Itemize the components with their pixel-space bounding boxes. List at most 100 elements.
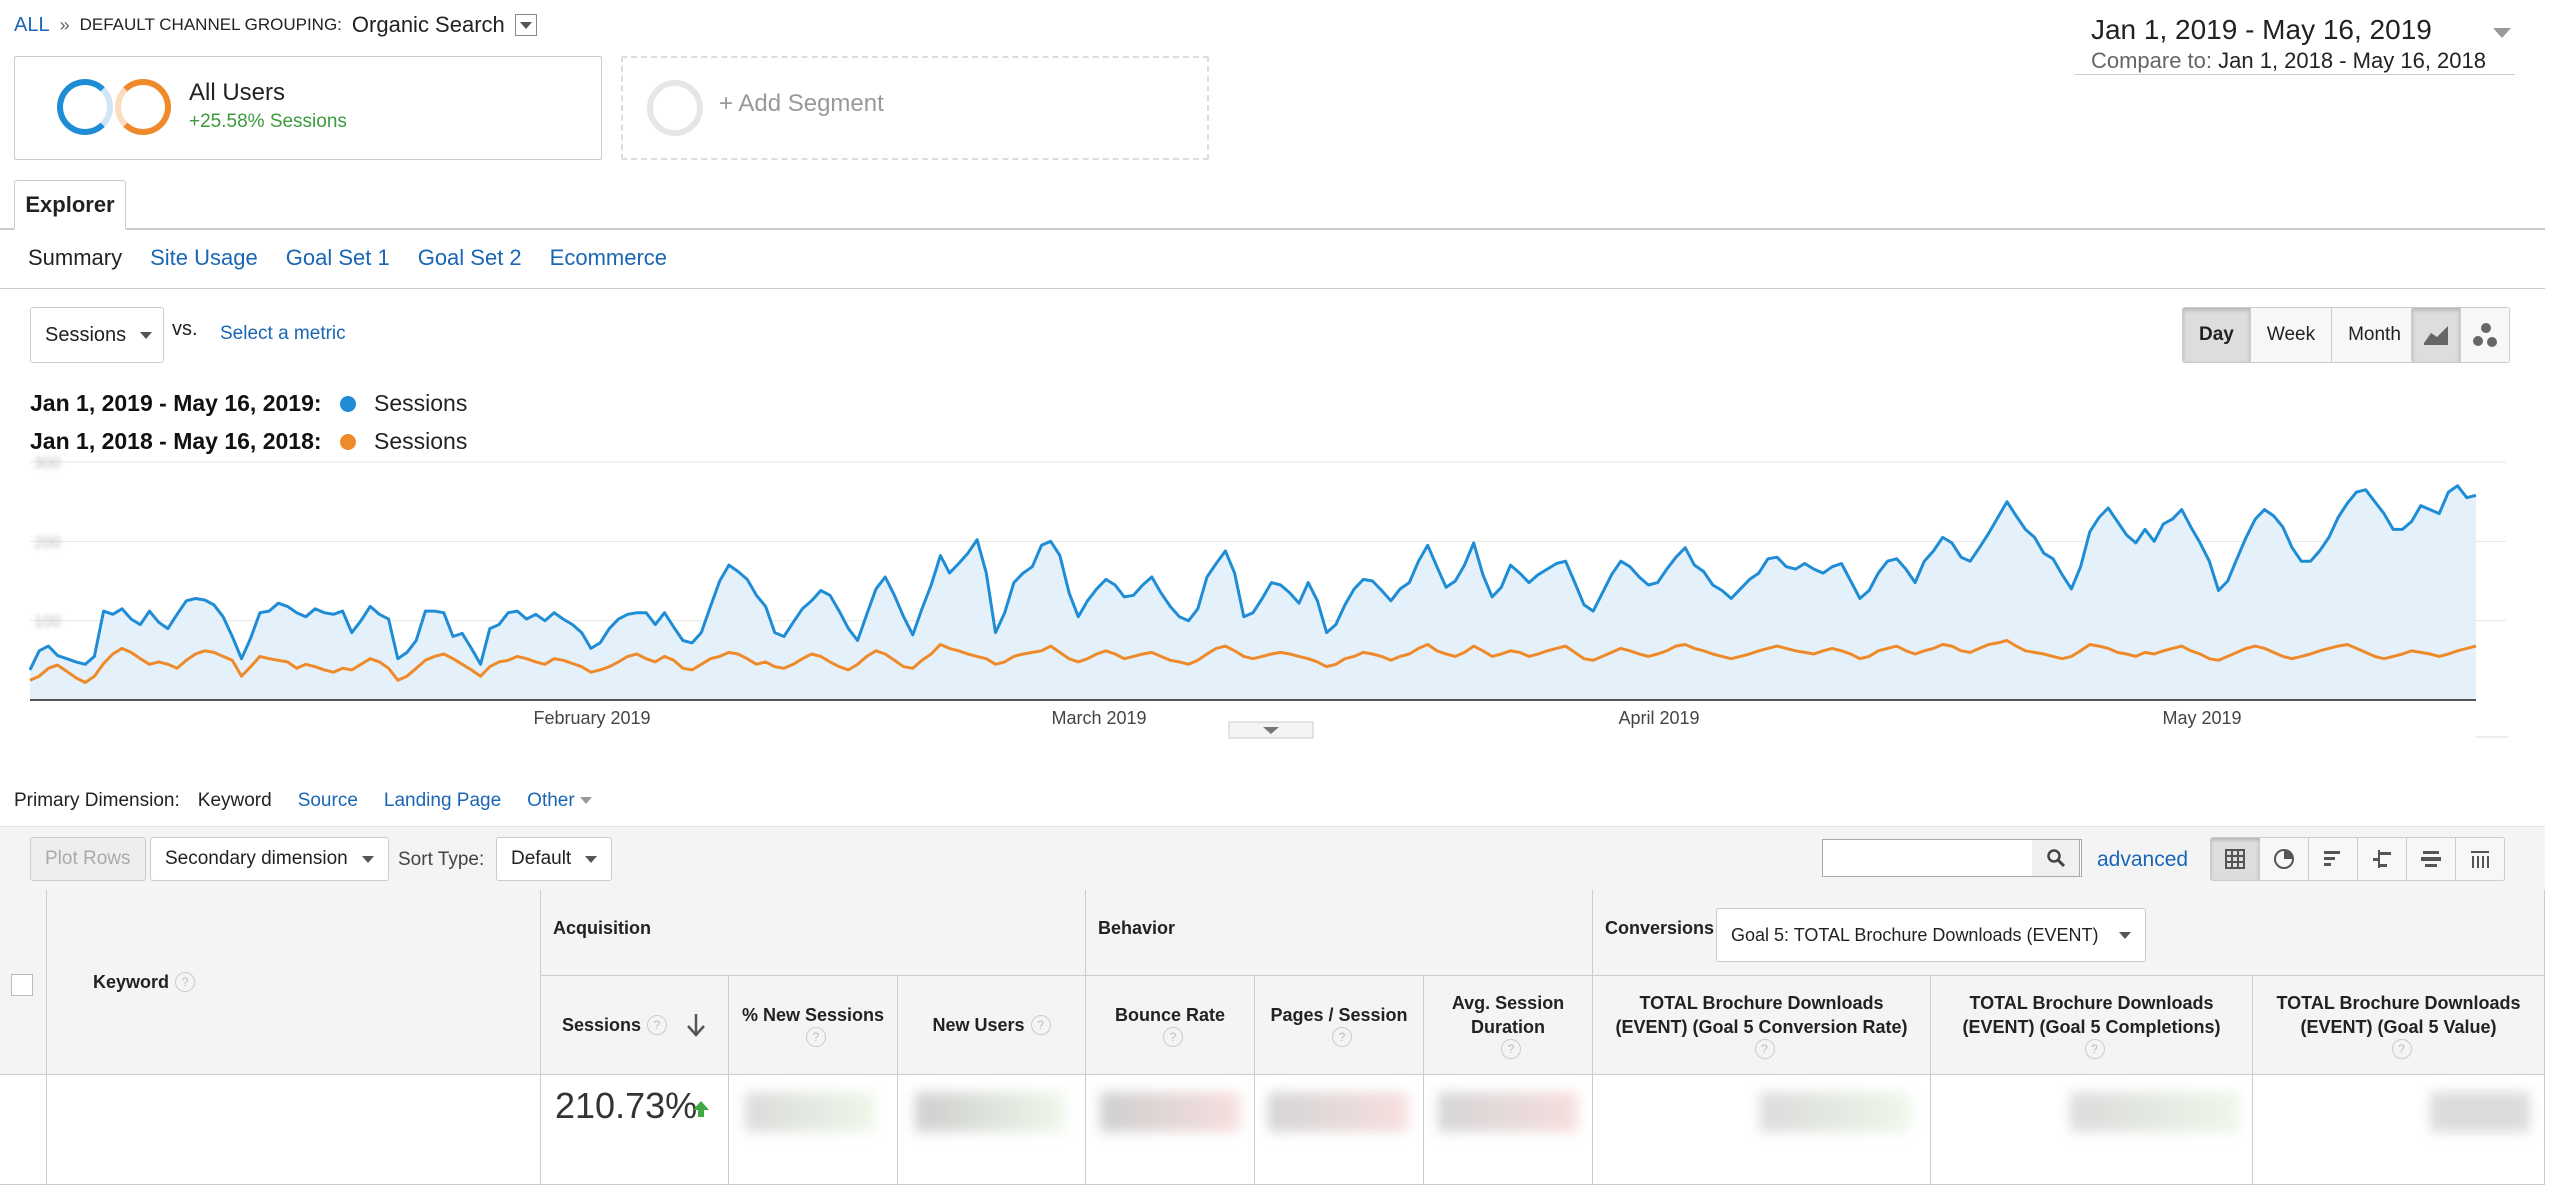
legend-row-previous: Jan 1, 2018 - May 16, 2018: Sessions [30,428,467,455]
help-icon[interactable]: ? [1332,1027,1352,1047]
legend-metric-previous: Sessions [374,428,468,454]
channel-grouping-value: Organic Search [351,12,505,37]
x-tick-label: May 2019 [2162,708,2241,728]
legend-range-current: Jan 1, 2019 - May 16, 2019: [30,390,322,416]
column-goal5-value[interactable]: TOTAL Brochure Downloads (EVENT) (Goal 5… [2253,976,2545,1075]
granularity-day-button[interactable]: Day [2183,308,2250,362]
motion-chart-icon[interactable] [2460,308,2509,362]
help-icon[interactable]: ? [647,1015,668,1035]
breadcrumb-all-link[interactable]: ALL [14,13,50,36]
help-icon[interactable]: ? [1163,1027,1183,1047]
data-table-view-icon[interactable] [2211,838,2259,880]
column-pages-session[interactable]: Pages / Session? [1255,976,1424,1075]
chevron-down-icon [1263,727,1279,734]
granularity-month-button[interactable]: Month [2331,308,2417,362]
performance-view-icon[interactable] [2308,838,2357,880]
segment-all-users[interactable]: All Users +25.58% Sessions [14,56,602,160]
metric-select[interactable]: Sessions [30,307,164,363]
dimension-keyword[interactable]: Keyword [197,790,272,811]
primary-dimension-label: Primary Dimension: [14,790,180,811]
sort-type-value: Default [511,848,572,869]
line-chart-icon[interactable] [2412,308,2460,362]
sort-type-select[interactable]: Default [496,837,613,881]
series-line-current[interactable] [28,484,2477,671]
help-icon[interactable]: ? [175,972,196,992]
help-icon[interactable]: ? [2391,1039,2412,1059]
subtab-goal-set-1[interactable]: Goal Set 1 [285,245,390,270]
chevron-down-icon [2119,931,2131,939]
subtab-site-usage[interactable]: Site Usage [150,245,258,270]
term-cloud-view-icon[interactable] [2406,838,2455,880]
arrow-up-icon [693,1101,709,1117]
x-tick-label: February 2019 [533,708,650,728]
date-range-compare: Compare to: Jan 1, 2018 - May 16, 2018 [2091,48,2486,74]
compare-label: Compare to: [2090,48,2213,73]
blurred-value [1438,1092,1578,1132]
column-goal5-completions[interactable]: TOTAL Brochure Downloads (EVENT) (Goal 5… [1931,976,2253,1075]
granularity-week-button[interactable]: Week [2249,308,2332,362]
granularity-toggle: Day Week Month [2182,307,2418,363]
legend-metric-current: Sessions [374,390,468,416]
metric-select-value: Sessions [45,323,127,346]
sort-descending-icon[interactable] [685,1012,707,1038]
goal-select[interactable]: Goal 5: TOTAL Brochure Downloads (EVENT) [1716,908,2146,962]
help-icon[interactable]: ? [1754,1039,1775,1059]
segment-name: All Users [189,79,286,106]
date-range-picker[interactable]: Jan 1, 2019 - May 16, 2019 Compare to: J… [2091,14,2486,74]
column-bounce-rate-label: Bounce Rate [1114,1005,1226,1025]
help-icon[interactable]: ? [2084,1039,2105,1059]
x-tick-label: April 2019 [1618,708,1699,728]
blurred-value [1100,1092,1240,1132]
channel-grouping-label: DEFAULT CHANNEL GROUPING: [79,15,342,34]
column-new-users[interactable]: New Users? [898,976,1086,1075]
chevron-down-icon [519,21,532,29]
select-all-checkbox[interactable] [11,974,33,996]
group-behavior: Behavior [1086,890,1593,976]
column-goal5-completions-label: TOTAL Brochure Downloads (EVENT) (Goal 5… [1962,993,2221,1037]
plot-rows-button[interactable]: Plot Rows [30,837,146,881]
segment-delta: +25.58% Sessions [189,111,347,132]
sort-type-label: Sort Type: [398,849,485,870]
column-avg-session-duration[interactable]: Avg. Session Duration? [1424,976,1593,1075]
subtab-goal-set-2[interactable]: Goal Set 2 [417,245,522,270]
data-table: Keyword? Acquisition Behavior Conversion… [0,890,2545,1185]
dimension-landing-page[interactable]: Landing Page [383,790,502,811]
search-button[interactable] [2032,839,2080,877]
subtab-summary[interactable]: Summary [28,245,123,270]
column-goal5-conversion-rate[interactable]: TOTAL Brochure Downloads (EVENT) (Goal 5… [1593,976,1931,1075]
series-area-current [30,485,2476,700]
keyword-header[interactable]: Keyword? [47,890,541,1075]
comparison-view-icon[interactable] [2357,838,2406,880]
secondary-dimension-select[interactable]: Secondary dimension [150,837,389,881]
grouping-dropdown-button[interactable] [514,14,537,36]
sessions-line-chart[interactable]: 300 200 100 February 2019 March 2019 April 20… [0,440,2560,750]
select-metric-link[interactable]: Select a metric [220,323,346,344]
pie-chart-view-icon[interactable] [2259,838,2308,880]
y-tick-label: 200 [34,534,61,551]
advanced-filter-link[interactable]: advanced [2097,848,2189,871]
vs-label: vs. [172,318,198,340]
dimension-other[interactable]: Other [527,790,592,812]
help-icon[interactable]: ? [806,1027,826,1047]
series-line-previous[interactable] [29,639,2477,684]
help-icon[interactable]: ? [1501,1039,1521,1059]
subtab-ecommerce[interactable]: Ecommerce [549,245,668,270]
date-range-primary: Jan 1, 2019 - May 16, 2019 [2090,14,2432,45]
chevron-down-icon [585,855,598,863]
column-bounce-rate[interactable]: Bounce Rate? [1086,976,1255,1075]
column-new-sessions[interactable]: % New Sessions? [729,976,898,1075]
pivot-view-icon[interactable] [2455,838,2504,880]
date-range-caret-icon[interactable] [2493,28,2511,56]
legend-dot-blue-icon [340,395,356,412]
breadcrumb-separator: » [59,14,70,35]
help-icon[interactable]: ? [1030,1015,1051,1035]
select-all-cell [0,890,47,1075]
tab-explorer[interactable]: Explorer [14,180,126,230]
breadcrumb: ALL » DEFAULT CHANNEL GROUPING: Organic … [14,12,537,38]
keyword-header-label: Keyword [93,971,170,992]
dimension-source[interactable]: Source [297,790,358,811]
add-segment-button[interactable]: + Add Segment [621,56,1209,160]
column-sessions[interactable]: Sessions? [541,976,729,1075]
blurred-value [2070,1092,2240,1132]
add-segment-label: + Add Segment [719,90,884,117]
